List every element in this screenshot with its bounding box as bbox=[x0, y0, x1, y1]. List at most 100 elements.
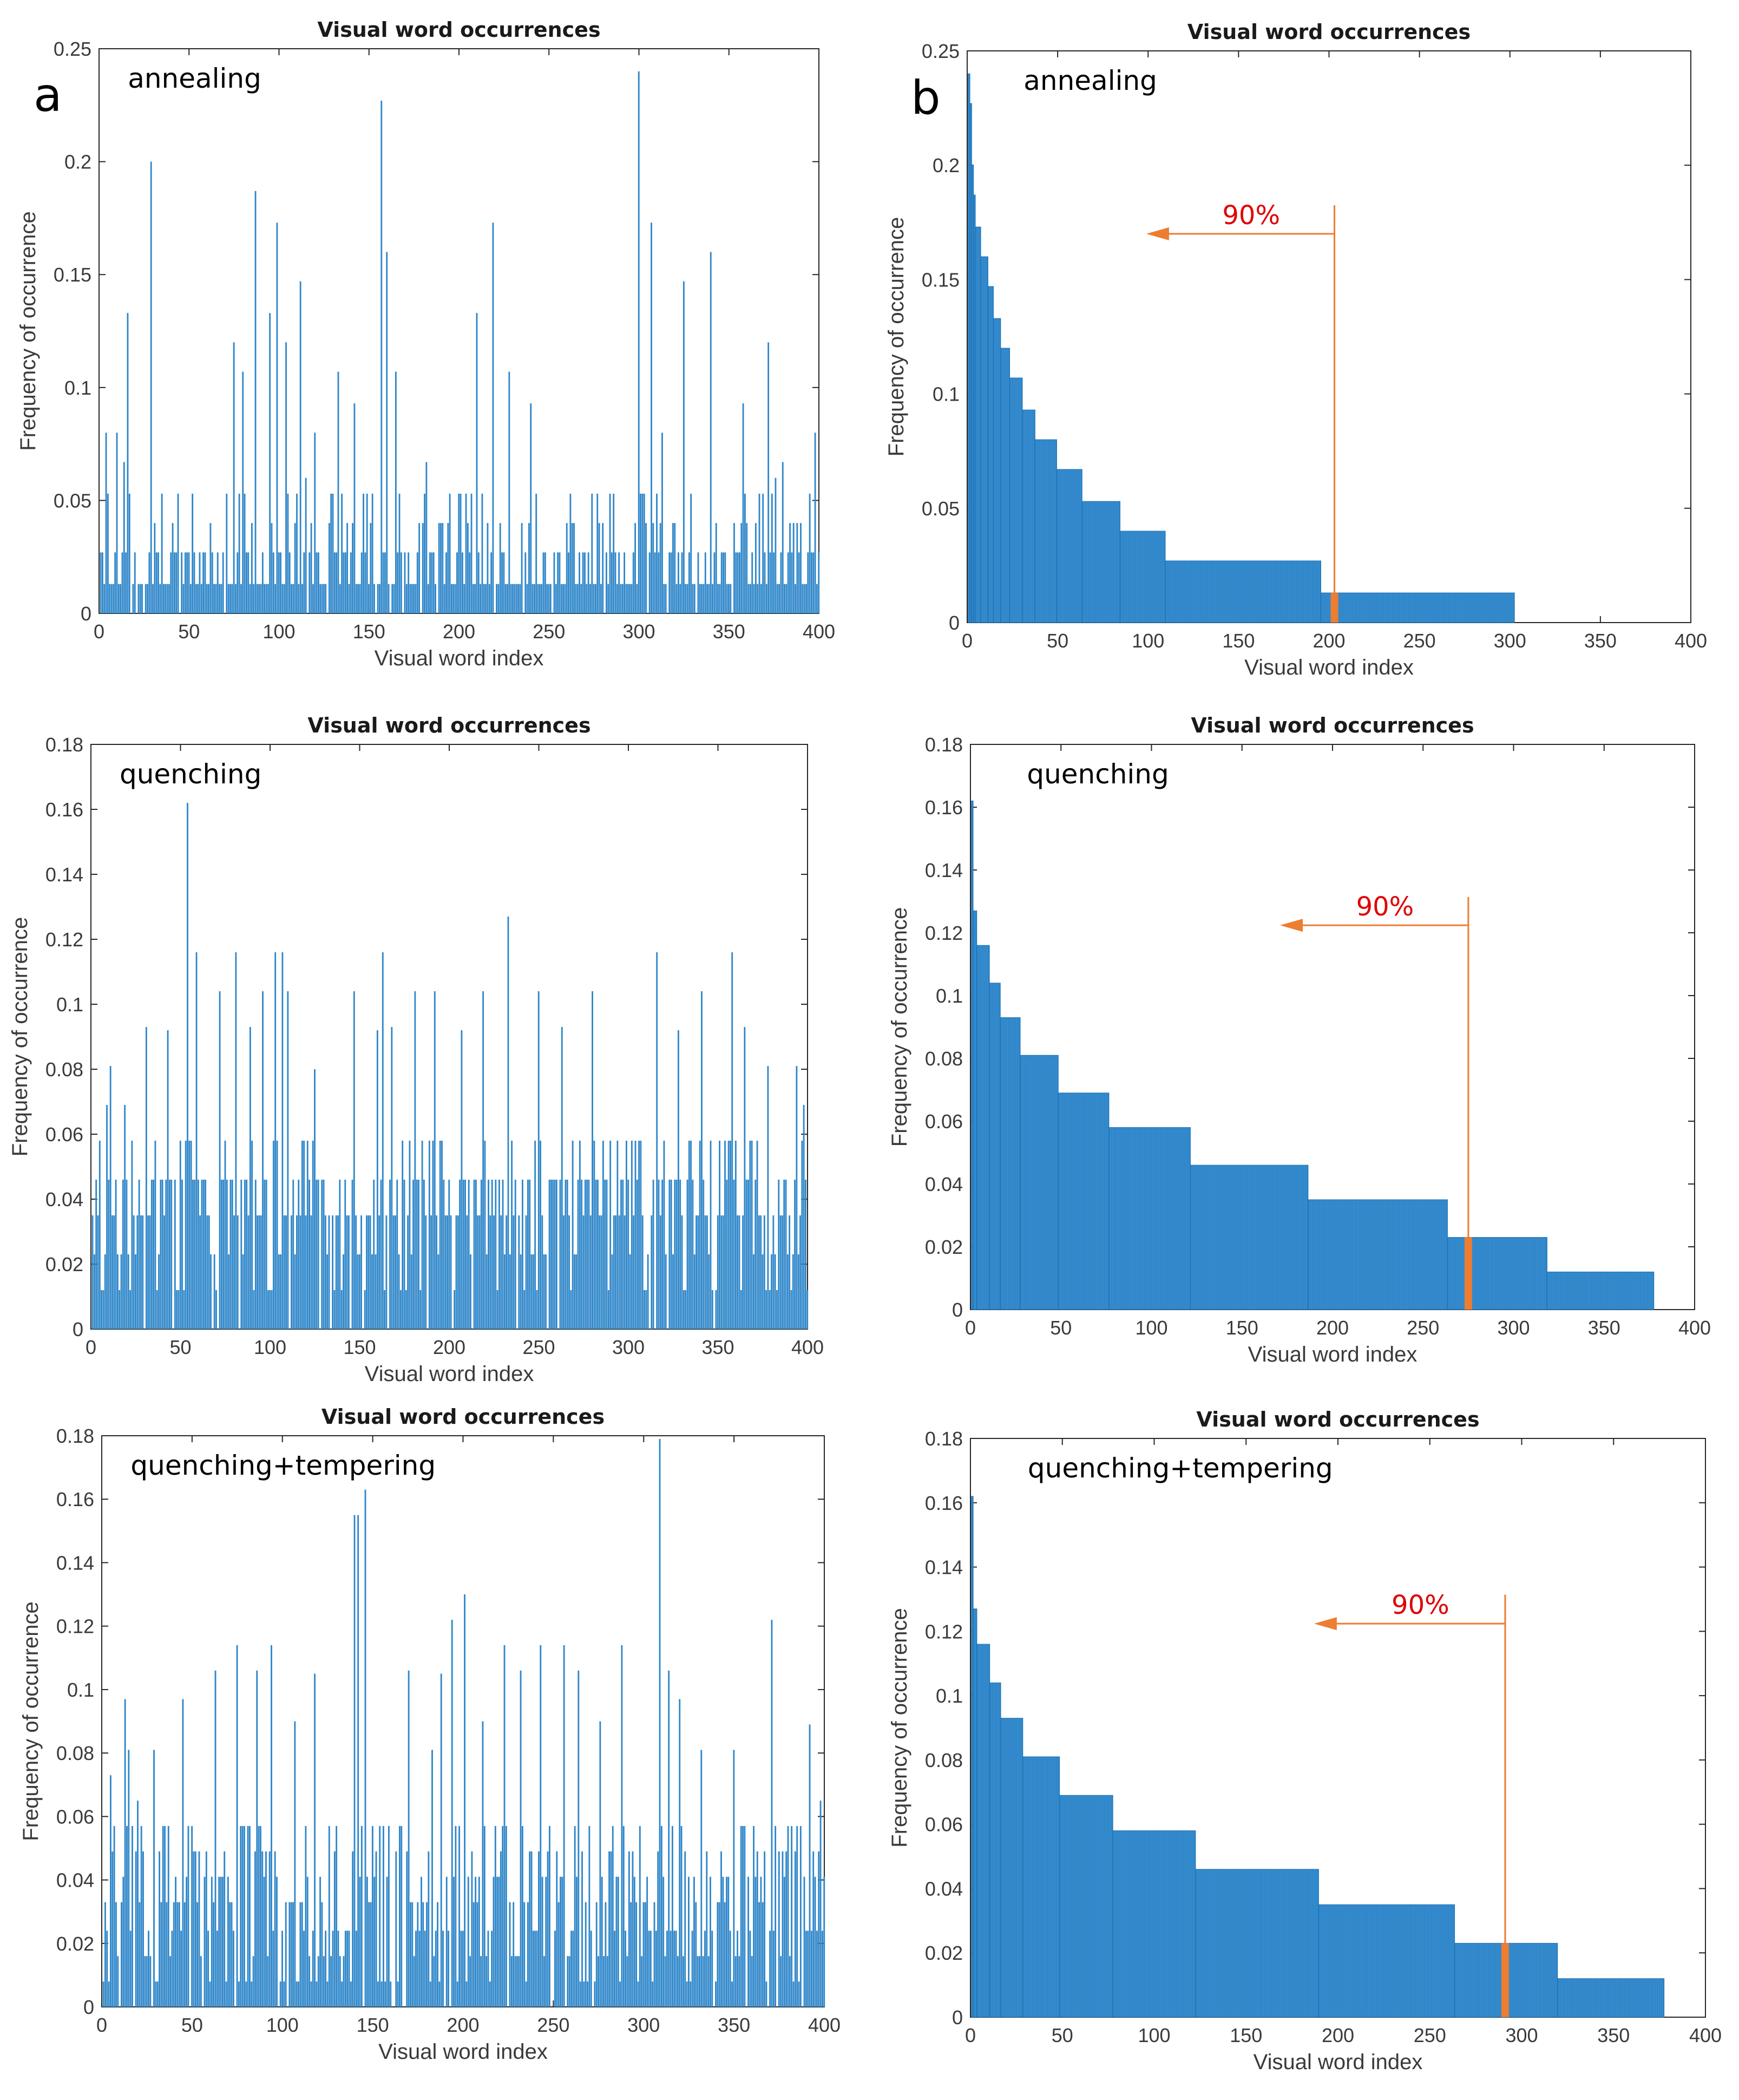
bar bbox=[657, 1851, 659, 2007]
bar bbox=[407, 1215, 409, 1329]
bar bbox=[622, 1826, 625, 2007]
bar bbox=[683, 1956, 684, 2007]
bar bbox=[786, 1254, 789, 1329]
bar bbox=[517, 584, 519, 613]
process-annotation: quenching+tempering bbox=[130, 1450, 436, 1481]
bar bbox=[503, 1645, 506, 2007]
bar bbox=[368, 1215, 370, 1329]
bar bbox=[548, 584, 550, 613]
bar bbox=[403, 1180, 405, 1329]
bar bbox=[141, 584, 143, 613]
bar bbox=[711, 1931, 713, 2007]
bar bbox=[240, 1826, 242, 2007]
bar bbox=[190, 1141, 192, 1329]
bar bbox=[409, 1141, 411, 1329]
bar bbox=[399, 1826, 401, 2007]
bar bbox=[244, 493, 246, 613]
bar bbox=[181, 552, 183, 613]
bar bbox=[818, 552, 820, 613]
bar bbox=[314, 1673, 316, 2007]
bar bbox=[571, 523, 573, 613]
bar bbox=[271, 1290, 273, 1329]
bar bbox=[494, 1826, 496, 2007]
x-tick-label: 300 bbox=[1505, 2024, 1538, 2046]
bar bbox=[352, 1851, 354, 2007]
y-tick-label: 0.04 bbox=[925, 1173, 963, 1195]
y-axis-label: Frequency of occurrence bbox=[888, 1608, 911, 1847]
bar bbox=[790, 1290, 792, 1329]
bar bbox=[799, 1826, 802, 2007]
bar bbox=[722, 1876, 724, 2007]
bar bbox=[164, 1826, 166, 2007]
bar bbox=[679, 584, 681, 613]
bar bbox=[421, 1141, 423, 1329]
bar bbox=[686, 1180, 688, 1329]
bar bbox=[357, 1254, 359, 1329]
bar bbox=[127, 1254, 129, 1329]
bar bbox=[484, 1141, 486, 1329]
bar bbox=[379, 584, 380, 613]
bar bbox=[155, 552, 158, 613]
bar bbox=[744, 1826, 746, 2007]
bar bbox=[353, 403, 356, 613]
bar-step bbox=[1081, 501, 1120, 623]
x-tick-label: 0 bbox=[965, 1317, 976, 1339]
bar bbox=[785, 584, 788, 613]
bar bbox=[798, 1981, 800, 2007]
bar bbox=[346, 1931, 349, 2007]
bar bbox=[525, 1981, 527, 2007]
bar-step bbox=[971, 1496, 974, 2018]
bar bbox=[204, 1876, 206, 2007]
bar bbox=[193, 552, 195, 613]
bar bbox=[458, 493, 460, 613]
bar bbox=[224, 1141, 226, 1329]
bar bbox=[258, 1826, 260, 2007]
bar bbox=[679, 1180, 681, 1329]
bar bbox=[170, 1180, 173, 1329]
bar bbox=[375, 1254, 377, 1329]
bar bbox=[192, 493, 194, 613]
bar bbox=[561, 1876, 563, 2007]
bar bbox=[485, 584, 487, 613]
bar bbox=[418, 1180, 419, 1329]
bar bbox=[405, 584, 408, 613]
bar bbox=[114, 552, 116, 613]
bar bbox=[419, 1290, 422, 1329]
bar bbox=[163, 584, 165, 613]
plot-frame bbox=[101, 1435, 825, 2007]
bar bbox=[576, 584, 579, 613]
marker-bar bbox=[1501, 1943, 1509, 2017]
bar bbox=[226, 493, 228, 613]
bar bbox=[816, 1931, 818, 2007]
bar bbox=[251, 1141, 253, 1329]
bar bbox=[432, 1141, 434, 1329]
bar bbox=[674, 1180, 676, 1329]
bar bbox=[332, 1931, 334, 2007]
bar bbox=[531, 584, 534, 613]
x-tick-label: 150 bbox=[343, 1336, 376, 1358]
bar bbox=[211, 1876, 213, 2007]
bar bbox=[271, 1645, 272, 2007]
bar bbox=[375, 1851, 377, 2007]
bar bbox=[708, 1254, 710, 1329]
bar bbox=[280, 1254, 282, 1329]
bar-step bbox=[971, 165, 974, 623]
bar bbox=[692, 584, 694, 613]
y-tick-label: 0.1 bbox=[933, 383, 960, 405]
x-tick-label: 250 bbox=[1414, 2024, 1446, 2046]
bar bbox=[794, 1180, 796, 1329]
bar bbox=[326, 1254, 329, 1329]
y-tick-label: 0.08 bbox=[45, 1058, 83, 1081]
bar bbox=[717, 1902, 719, 2007]
bar bbox=[424, 1931, 426, 2007]
bar bbox=[215, 1290, 217, 1329]
bar bbox=[339, 584, 341, 613]
bar bbox=[760, 584, 762, 613]
bar bbox=[673, 1931, 675, 2007]
y-tick-label: 0.02 bbox=[45, 1253, 83, 1275]
bar bbox=[492, 223, 494, 613]
bar bbox=[427, 584, 429, 613]
x-tick-label: 250 bbox=[1403, 630, 1436, 652]
bar bbox=[415, 584, 417, 613]
bar bbox=[188, 552, 190, 613]
